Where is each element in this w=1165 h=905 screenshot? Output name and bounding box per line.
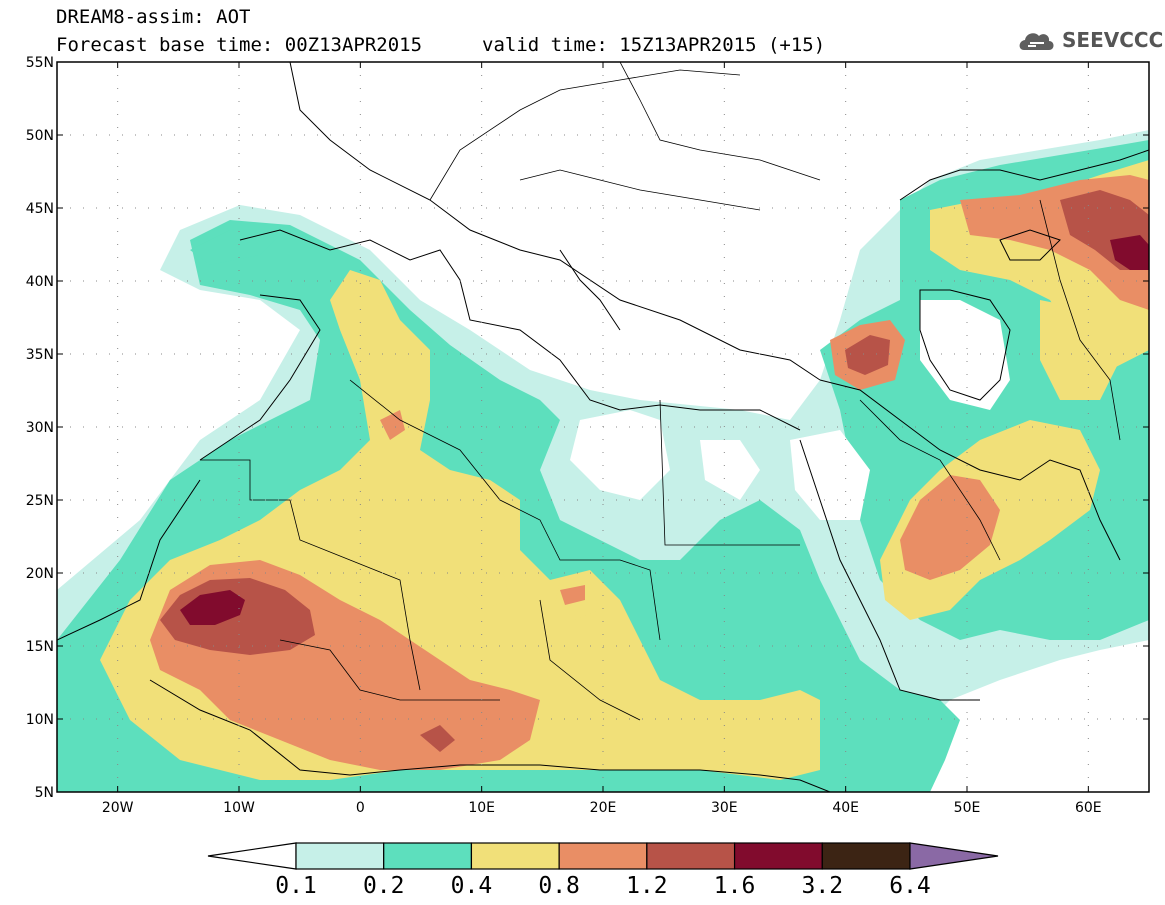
lat-label: 30N — [26, 420, 54, 436]
aot-clear-patches — [570, 300, 1010, 520]
colorbar-box — [383, 842, 473, 870]
colorbar-label: 0.2 — [363, 873, 405, 899]
colorbar-labels: 0.1 0.2 0.4 0.8 1.2 1.6 3.2 6.4 — [275, 873, 931, 899]
map-title: DREAM8-assim: AOT — [56, 6, 251, 28]
lat-label: 40N — [26, 274, 54, 290]
latitude-labels: 55N 50N 45N 40N 35N 30N 25N 20N 15N 10N 5N — [26, 55, 54, 801]
forecast-base-time: Forecast base time: 00Z13APR2015 — [56, 34, 423, 56]
lon-label: 10W — [223, 800, 255, 816]
colorbar-box — [733, 842, 823, 870]
valid-time: valid time: 15Z13APR2015 (+15) — [482, 34, 826, 56]
colorbar-label: 3.2 — [802, 873, 844, 899]
lat-label: 50N — [26, 128, 54, 144]
colorbar-label: 6.4 — [889, 873, 931, 899]
aot-level-1.6 — [180, 235, 1149, 625]
aot-field — [57, 62, 1149, 792]
lat-label: 35N — [26, 347, 54, 363]
lon-label: 10E — [468, 800, 495, 816]
colorbar-box — [558, 842, 648, 870]
colorbar-box — [295, 842, 385, 870]
lat-label: 5N — [35, 785, 54, 801]
lon-label: 60E — [1075, 800, 1102, 816]
lat-label: 45N — [26, 201, 54, 217]
lon-label: 30E — [711, 800, 738, 816]
coastlines — [57, 62, 1149, 792]
colorbar-over-arrow — [909, 842, 999, 870]
colorbar-label: 1.6 — [714, 873, 756, 899]
lon-label: 0 — [356, 800, 365, 816]
colorbar-box — [470, 842, 560, 870]
seevccc-logo — [1019, 33, 1054, 50]
logo-text: SEEVCCC — [1062, 28, 1164, 52]
lon-label: 40E — [832, 800, 859, 816]
longitude-labels: 20W 10W 0 10E 20E 30E 40E 50E 60E — [102, 800, 1102, 816]
lon-label: 20W — [102, 800, 134, 816]
lon-label: 50E — [954, 800, 981, 816]
colorbar — [207, 842, 999, 870]
colorbar-label: 1.2 — [626, 873, 668, 899]
colorbar-under-arrow — [207, 842, 297, 870]
axis-ticks — [57, 61, 1149, 793]
lon-label: 20E — [590, 800, 617, 816]
lat-label: 10N — [26, 712, 54, 728]
cloud-icon — [1019, 33, 1054, 50]
lat-label: 55N — [26, 55, 54, 71]
colorbar-label: 0.4 — [451, 873, 493, 899]
colorbar-label: 0.8 — [538, 873, 580, 899]
lat-label: 20N — [26, 566, 54, 582]
colorbar-box — [821, 842, 911, 870]
lat-label: 25N — [26, 493, 54, 509]
country-borders — [200, 62, 1121, 721]
graticule — [57, 62, 1149, 792]
colorbar-label: 0.1 — [275, 873, 317, 899]
colorbar-box — [646, 842, 736, 870]
lat-label: 15N — [26, 639, 54, 655]
